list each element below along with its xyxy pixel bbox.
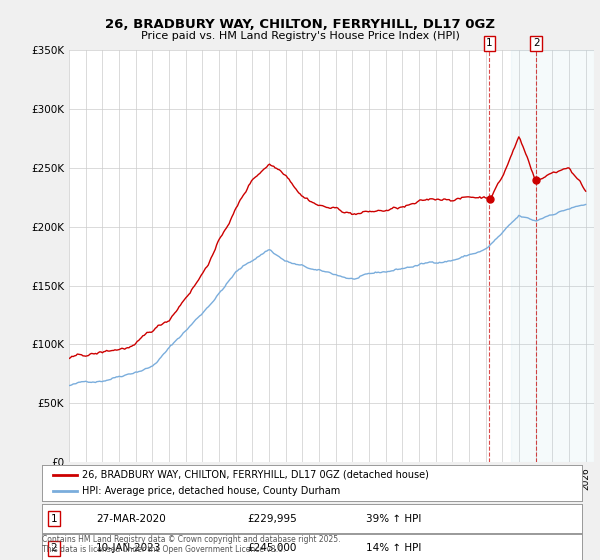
Text: 14% ↑ HPI: 14% ↑ HPI [366, 543, 421, 553]
Text: £229,995: £229,995 [247, 514, 297, 524]
Text: 27-MAR-2020: 27-MAR-2020 [96, 514, 166, 524]
Text: Price paid vs. HM Land Registry's House Price Index (HPI): Price paid vs. HM Land Registry's House … [140, 31, 460, 41]
Text: HPI: Average price, detached house, County Durham: HPI: Average price, detached house, Coun… [83, 487, 341, 496]
Text: 26, BRADBURY WAY, CHILTON, FERRYHILL, DL17 0GZ (detached house): 26, BRADBURY WAY, CHILTON, FERRYHILL, DL… [83, 470, 430, 479]
Text: 1: 1 [50, 514, 57, 524]
Text: £245,000: £245,000 [247, 543, 296, 553]
Bar [511, 50, 594, 462]
Text: 39% ↑ HPI: 39% ↑ HPI [366, 514, 421, 524]
Text: 1: 1 [486, 38, 493, 48]
Text: 26, BRADBURY WAY, CHILTON, FERRYHILL, DL17 0GZ: 26, BRADBURY WAY, CHILTON, FERRYHILL, DL… [105, 18, 495, 31]
Text: 2: 2 [50, 543, 57, 553]
Text: 10-JAN-2023: 10-JAN-2023 [96, 543, 161, 553]
Text: Contains HM Land Registry data © Crown copyright and database right 2025.
This d: Contains HM Land Registry data © Crown c… [42, 535, 341, 554]
Text: 2: 2 [533, 38, 539, 48]
